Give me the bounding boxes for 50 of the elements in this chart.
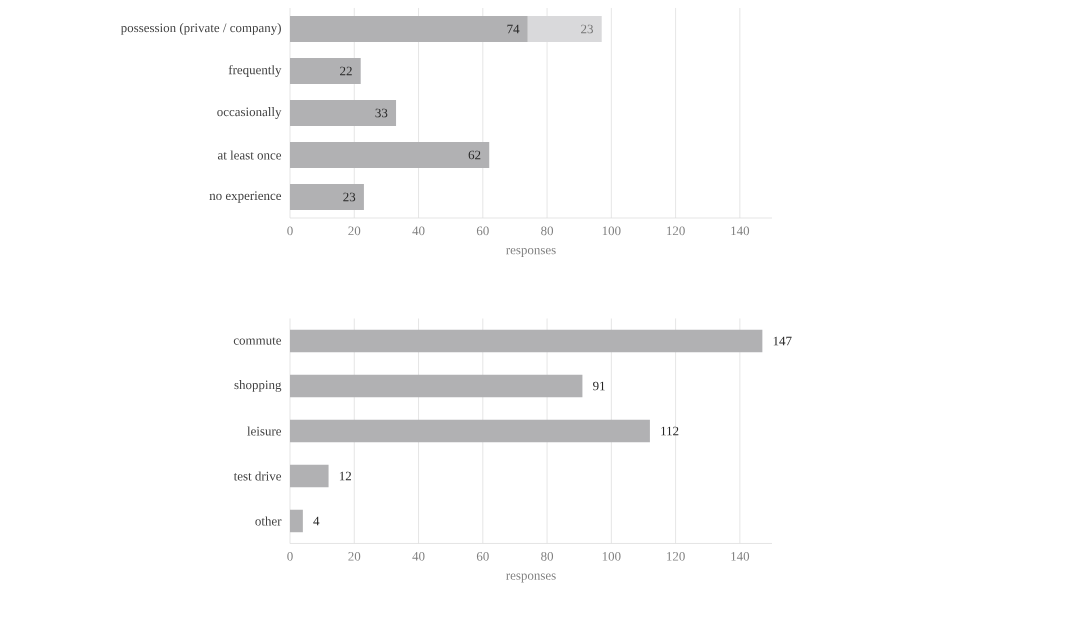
y-tick-label: possession (private / company) [120,23,281,35]
y-tick-label: frequently [228,65,282,77]
x-tick-label: 0 [287,226,293,236]
bar [290,329,763,353]
data-label: 23 [581,24,593,34]
bar [290,141,490,169]
x-axis-title: responses [506,573,556,583]
bar [290,509,303,533]
data-label: 22 [340,66,352,76]
data-label: 91 [593,381,605,391]
y-tick-label: at least once [217,150,282,160]
bar [290,15,528,43]
x-tick-label: 100 [602,552,621,561]
x-tick-label: 80 [541,552,554,561]
y-tick-label: other [255,516,282,526]
data-label: 12 [339,471,352,481]
y-tick-label: commute [233,337,282,345]
bar [290,183,364,211]
x-tick-label: 40 [412,226,425,236]
x-tick-label: 120 [667,226,685,236]
x-tick-label: 60 [476,226,489,236]
data-label: 62 [468,150,481,160]
x-tick-label: 0 [287,552,293,561]
y-tick-label: occasionally [217,107,282,119]
data-label: 147 [773,336,792,346]
y-tick-label: no experience [209,191,282,203]
data-label: 4 [313,516,320,526]
x-tick-label: 140 [731,226,750,236]
x-tick-label: 20 [348,552,361,561]
data-label: 74 [507,24,520,34]
x-tick-label: 120 [667,552,685,561]
y-tick-label: shopping [234,380,282,392]
x-tick-label: 20 [348,226,361,236]
bar [290,464,329,488]
bar [290,374,583,398]
data-label: 33 [375,108,388,118]
x-tick-label: 80 [541,226,554,236]
x-tick-label: 40 [412,552,425,561]
x-axis-title: responses [506,248,556,257]
bar [527,15,602,43]
data-label: 112 [661,426,679,436]
bar [290,57,361,85]
x-tick-label: 60 [476,552,489,561]
bar [290,99,397,127]
data-label: 23 [343,192,356,202]
y-tick-label: leisure [247,426,282,436]
bar [290,419,650,443]
x-tick-label: 100 [602,226,621,236]
x-tick-label: 140 [731,552,750,561]
y-tick-label: test drive [233,471,282,481]
